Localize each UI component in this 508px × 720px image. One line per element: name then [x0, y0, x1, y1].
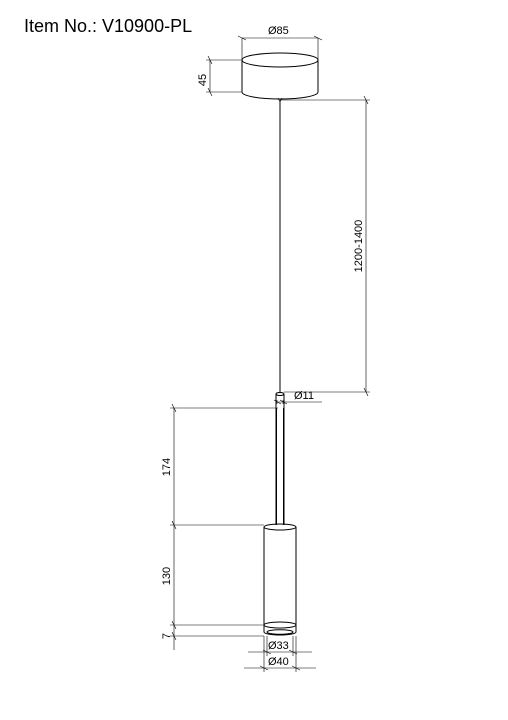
body-height-label: 130: [161, 567, 173, 585]
canopy-height-label: 45: [197, 74, 209, 86]
canopy-height-dimension: 45: [197, 56, 242, 96]
inner-diameter-dimension: Ø33: [248, 636, 312, 656]
body-height-dimension: 130: [161, 525, 264, 629]
bottom-diffuser: [264, 625, 296, 635]
stem-height-label: 174: [161, 458, 173, 476]
pendant-body: [264, 524, 296, 628]
technical-drawing: Ø85 45 1200-1400 Ø11: [0, 0, 508, 720]
outer-diameter-label: Ø40: [268, 656, 289, 668]
stem: [276, 393, 284, 526]
bottom-height-dimension: 7: [161, 625, 264, 650]
cable-length-dimension: 1200-1400: [280, 96, 370, 396]
cable-length-label: 1200-1400: [353, 220, 365, 273]
cable-diameter-label: Ø11: [294, 390, 314, 402]
canopy-diameter-label: Ø85: [268, 25, 289, 37]
stem-height-dimension: 174: [161, 404, 278, 529]
canopy-diameter-dimension: Ø85: [238, 25, 322, 60]
canopy: [242, 53, 318, 102]
bottom-height-label: 7: [161, 633, 173, 639]
inner-diameter-label: Ø33: [268, 640, 289, 652]
